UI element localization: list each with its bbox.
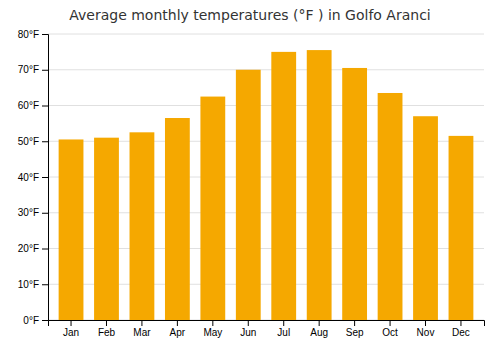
x-tick: Feb xyxy=(98,320,116,338)
x-tick-mark xyxy=(354,320,355,326)
x-tick: May xyxy=(203,320,222,338)
y-tick: 40°F xyxy=(18,172,48,183)
x-tick-label: Oct xyxy=(382,327,398,338)
x-axis: Jan Feb Mar Apr May Jun Jul Aug Sep Oct Nov Dec xyxy=(49,320,485,338)
bar xyxy=(307,50,332,320)
bar xyxy=(94,138,119,320)
y-tick-mark xyxy=(42,177,48,178)
bar xyxy=(59,139,84,320)
grid-line xyxy=(48,105,484,106)
x-tick: Apr xyxy=(170,320,186,338)
bar xyxy=(342,68,367,320)
y-tick: 50°F xyxy=(18,136,48,147)
x-tick-mark xyxy=(141,320,142,326)
bar xyxy=(449,136,474,320)
x-tick: Aug xyxy=(310,320,328,338)
x-tick-mark xyxy=(390,320,391,326)
x-tick-label: Nov xyxy=(417,327,435,338)
bars xyxy=(59,50,474,320)
x-tick-label: May xyxy=(203,327,222,338)
y-axis: 0°F 10°F 20°F 30°F 40°F 50°F 60°F 70°F 80°F xyxy=(18,29,49,326)
y-tick-label: 30°F xyxy=(18,207,39,218)
y-tick-label: 60°F xyxy=(18,100,39,111)
y-tick: 0°F xyxy=(23,315,48,326)
x-tick-label: Jul xyxy=(277,327,290,338)
y-tick: 70°F xyxy=(18,64,48,75)
grid xyxy=(48,34,484,320)
grid-line xyxy=(48,34,484,35)
y-tick-mark xyxy=(42,213,48,214)
x-tick: Oct xyxy=(382,320,398,338)
x-tick-mark xyxy=(71,320,72,326)
x-axis-line xyxy=(49,321,485,327)
x-tick-label: Mar xyxy=(133,327,151,338)
x-tick-mark xyxy=(319,320,320,326)
x-tick-mark xyxy=(283,320,284,326)
x-tick: Nov xyxy=(417,320,435,338)
x-tick: Jun xyxy=(240,320,256,338)
y-tick-mark xyxy=(42,284,48,285)
y-tick: 80°F xyxy=(18,29,48,40)
x-tick: Mar xyxy=(133,320,151,338)
y-tick-mark xyxy=(42,141,48,142)
y-tick-label: 70°F xyxy=(18,64,39,75)
x-tick-mark xyxy=(460,320,461,326)
y-tick-label: 50°F xyxy=(18,136,39,147)
y-axis-line xyxy=(42,35,49,321)
bar xyxy=(165,118,190,320)
y-tick-label: 80°F xyxy=(18,29,39,40)
y-tick-mark xyxy=(42,249,48,250)
bar xyxy=(130,132,155,320)
bar xyxy=(413,116,438,320)
y-tick-label: 0°F xyxy=(23,315,39,326)
title: Average monthly temperatures (°F ) in Go… xyxy=(69,7,430,23)
y-tick: 20°F xyxy=(18,243,48,254)
x-tick-mark xyxy=(248,320,249,326)
x-tick: Jul xyxy=(277,320,290,338)
bar xyxy=(271,52,296,320)
y-tick: 10°F xyxy=(18,279,48,290)
y-tick: 30°F xyxy=(18,207,48,218)
x-tick: Dec xyxy=(452,320,470,338)
x-tick-mark xyxy=(425,320,426,326)
bar xyxy=(236,70,261,320)
y-tick-mark xyxy=(42,34,48,35)
bar xyxy=(200,97,225,320)
x-tick: Sep xyxy=(346,320,364,338)
x-tick-label: Jan xyxy=(63,327,79,338)
x-tick-mark xyxy=(106,320,107,326)
x-tick-label: Jun xyxy=(240,327,256,338)
y-tick-label: 20°F xyxy=(18,243,39,254)
chart: 0°F 10°F 20°F 30°F 40°F 50°F 60°F 70°F 80°F Jan Fe… xyxy=(0,0,500,350)
y-tick-mark xyxy=(42,320,48,321)
x-tick: Jan xyxy=(63,320,79,338)
x-tick-mark xyxy=(212,320,213,326)
x-tick-mark xyxy=(177,320,178,326)
plot: 0°F 10°F 20°F 30°F 40°F 50°F 60°F 70°F 80°F Jan Fe… xyxy=(18,29,485,338)
x-tick-label: Apr xyxy=(170,327,186,338)
y-tick-mark xyxy=(42,106,48,107)
x-tick-label: Aug xyxy=(310,327,328,338)
y-tick-label: 40°F xyxy=(18,172,39,183)
x-tick-label: Feb xyxy=(98,327,116,338)
x-tick-label: Dec xyxy=(452,327,470,338)
x-tick-label: Sep xyxy=(346,327,364,338)
y-tick-mark xyxy=(42,70,48,71)
y-tick-label: 10°F xyxy=(18,279,39,290)
y-tick: 60°F xyxy=(18,100,48,111)
grid-line xyxy=(48,69,484,70)
bar xyxy=(378,93,403,320)
